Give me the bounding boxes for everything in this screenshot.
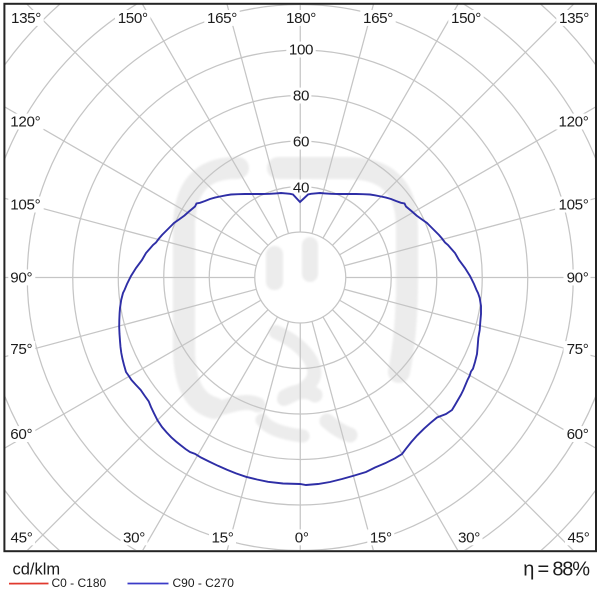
- svg-text:90°: 90°: [10, 269, 32, 286]
- svg-text:15°: 15°: [370, 529, 392, 546]
- svg-text:30°: 30°: [458, 529, 480, 546]
- svg-text:C0 - C180: C0 - C180: [52, 576, 107, 590]
- svg-text:105°: 105°: [10, 197, 40, 214]
- svg-text:100: 100: [289, 42, 313, 59]
- svg-text:30°: 30°: [123, 529, 145, 546]
- svg-text:45°: 45°: [11, 529, 33, 546]
- svg-text:60: 60: [293, 134, 309, 151]
- svg-text:90°: 90°: [567, 269, 589, 286]
- svg-text:75°: 75°: [10, 341, 32, 358]
- svg-text:60°: 60°: [567, 426, 589, 443]
- svg-text:80: 80: [293, 88, 309, 105]
- svg-text:C90 - C270: C90 - C270: [173, 576, 235, 590]
- svg-text:165°: 165°: [207, 10, 237, 27]
- svg-text:150°: 150°: [118, 10, 148, 27]
- svg-text:135°: 135°: [559, 10, 589, 27]
- svg-text:40: 40: [293, 180, 309, 197]
- svg-text:75°: 75°: [567, 341, 589, 358]
- svg-text:165°: 165°: [363, 10, 393, 27]
- svg-text:η = 88%: η = 88%: [523, 559, 590, 581]
- svg-text:60°: 60°: [10, 426, 32, 443]
- svg-text:135°: 135°: [11, 10, 41, 27]
- svg-text:15°: 15°: [212, 529, 234, 546]
- svg-text:0°: 0°: [295, 529, 309, 546]
- svg-text:120°: 120°: [558, 114, 588, 131]
- svg-text:105°: 105°: [558, 197, 588, 214]
- svg-text:180°: 180°: [286, 10, 316, 27]
- svg-text:150°: 150°: [451, 10, 481, 27]
- svg-text:45°: 45°: [568, 529, 590, 546]
- svg-text:120°: 120°: [10, 114, 40, 131]
